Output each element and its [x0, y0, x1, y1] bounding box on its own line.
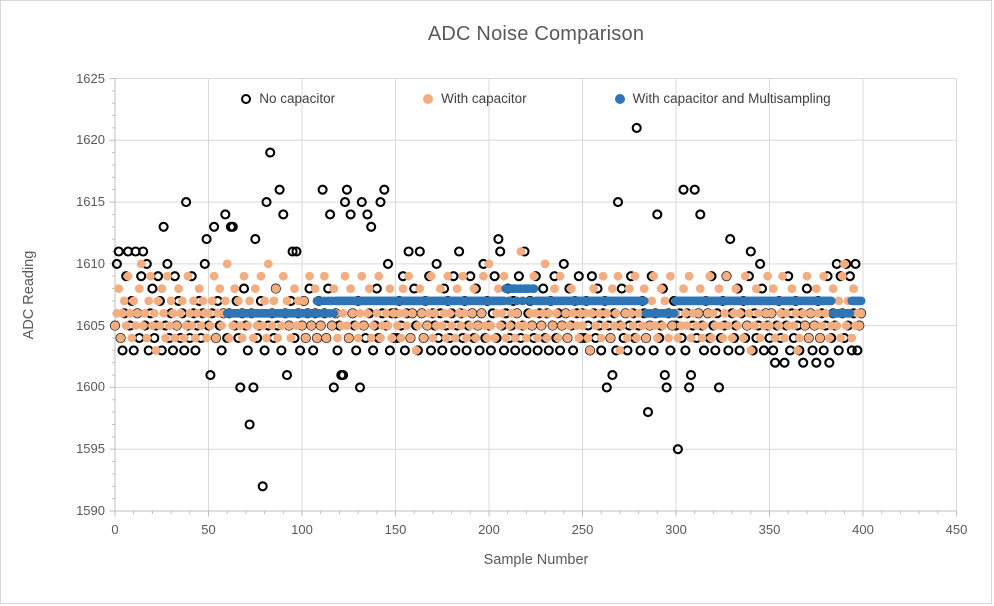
y-tick-label: 1615	[76, 194, 105, 210]
legend-entry-with-capacitor: With capacitor	[423, 91, 527, 106]
x-axis-title: Sample Number	[483, 552, 589, 568]
y-tick-label: 1600	[76, 379, 105, 395]
chart-title: ADC Noise Comparison	[427, 23, 645, 45]
y-tick-label: 1610	[76, 255, 105, 271]
filled-circle-marker-icon	[614, 93, 625, 104]
x-tick-label: 200	[478, 522, 500, 537]
y-tick-label: 1605	[76, 317, 105, 333]
chart-legend: No capacitor With capacitor With capacit…	[115, 91, 957, 106]
legend-label: With capacitor	[441, 91, 527, 106]
y-tick-label: 1620	[76, 132, 105, 148]
y-tick-label: 1595	[76, 441, 105, 457]
legend-entry-multisampling: With capacitor and Multisampling	[614, 91, 831, 106]
y-tick-label: 1625	[76, 70, 105, 86]
filled-circle-marker-icon	[423, 93, 434, 104]
x-tick-label: 100	[291, 522, 313, 537]
legend-label: With capacitor and Multisampling	[632, 91, 831, 106]
open-circle-marker-icon	[241, 93, 252, 104]
x-tick-label: 0	[111, 522, 119, 537]
x-tick-label: 50	[201, 522, 216, 537]
y-axis-title: ADC Reading	[21, 250, 37, 340]
x-tick-label: 150	[384, 522, 407, 537]
y-tick-label: 1590	[76, 503, 105, 518]
tick-marks	[109, 78, 957, 517]
gridlines	[115, 78, 957, 511]
axis-lines	[114, 78, 957, 512]
legend-entry-no-capacitor: No capacitor	[241, 91, 335, 106]
x-tick-label: 350	[758, 522, 781, 537]
series-points-2	[222, 284, 866, 318]
series-points-0	[109, 122, 867, 492]
x-tick-label: 250	[571, 522, 594, 537]
legend-label: No capacitor	[259, 91, 336, 106]
x-tick-label: 400	[852, 522, 874, 537]
x-tick-label: 300	[665, 522, 687, 537]
x-tick-label: 450	[945, 522, 968, 537]
